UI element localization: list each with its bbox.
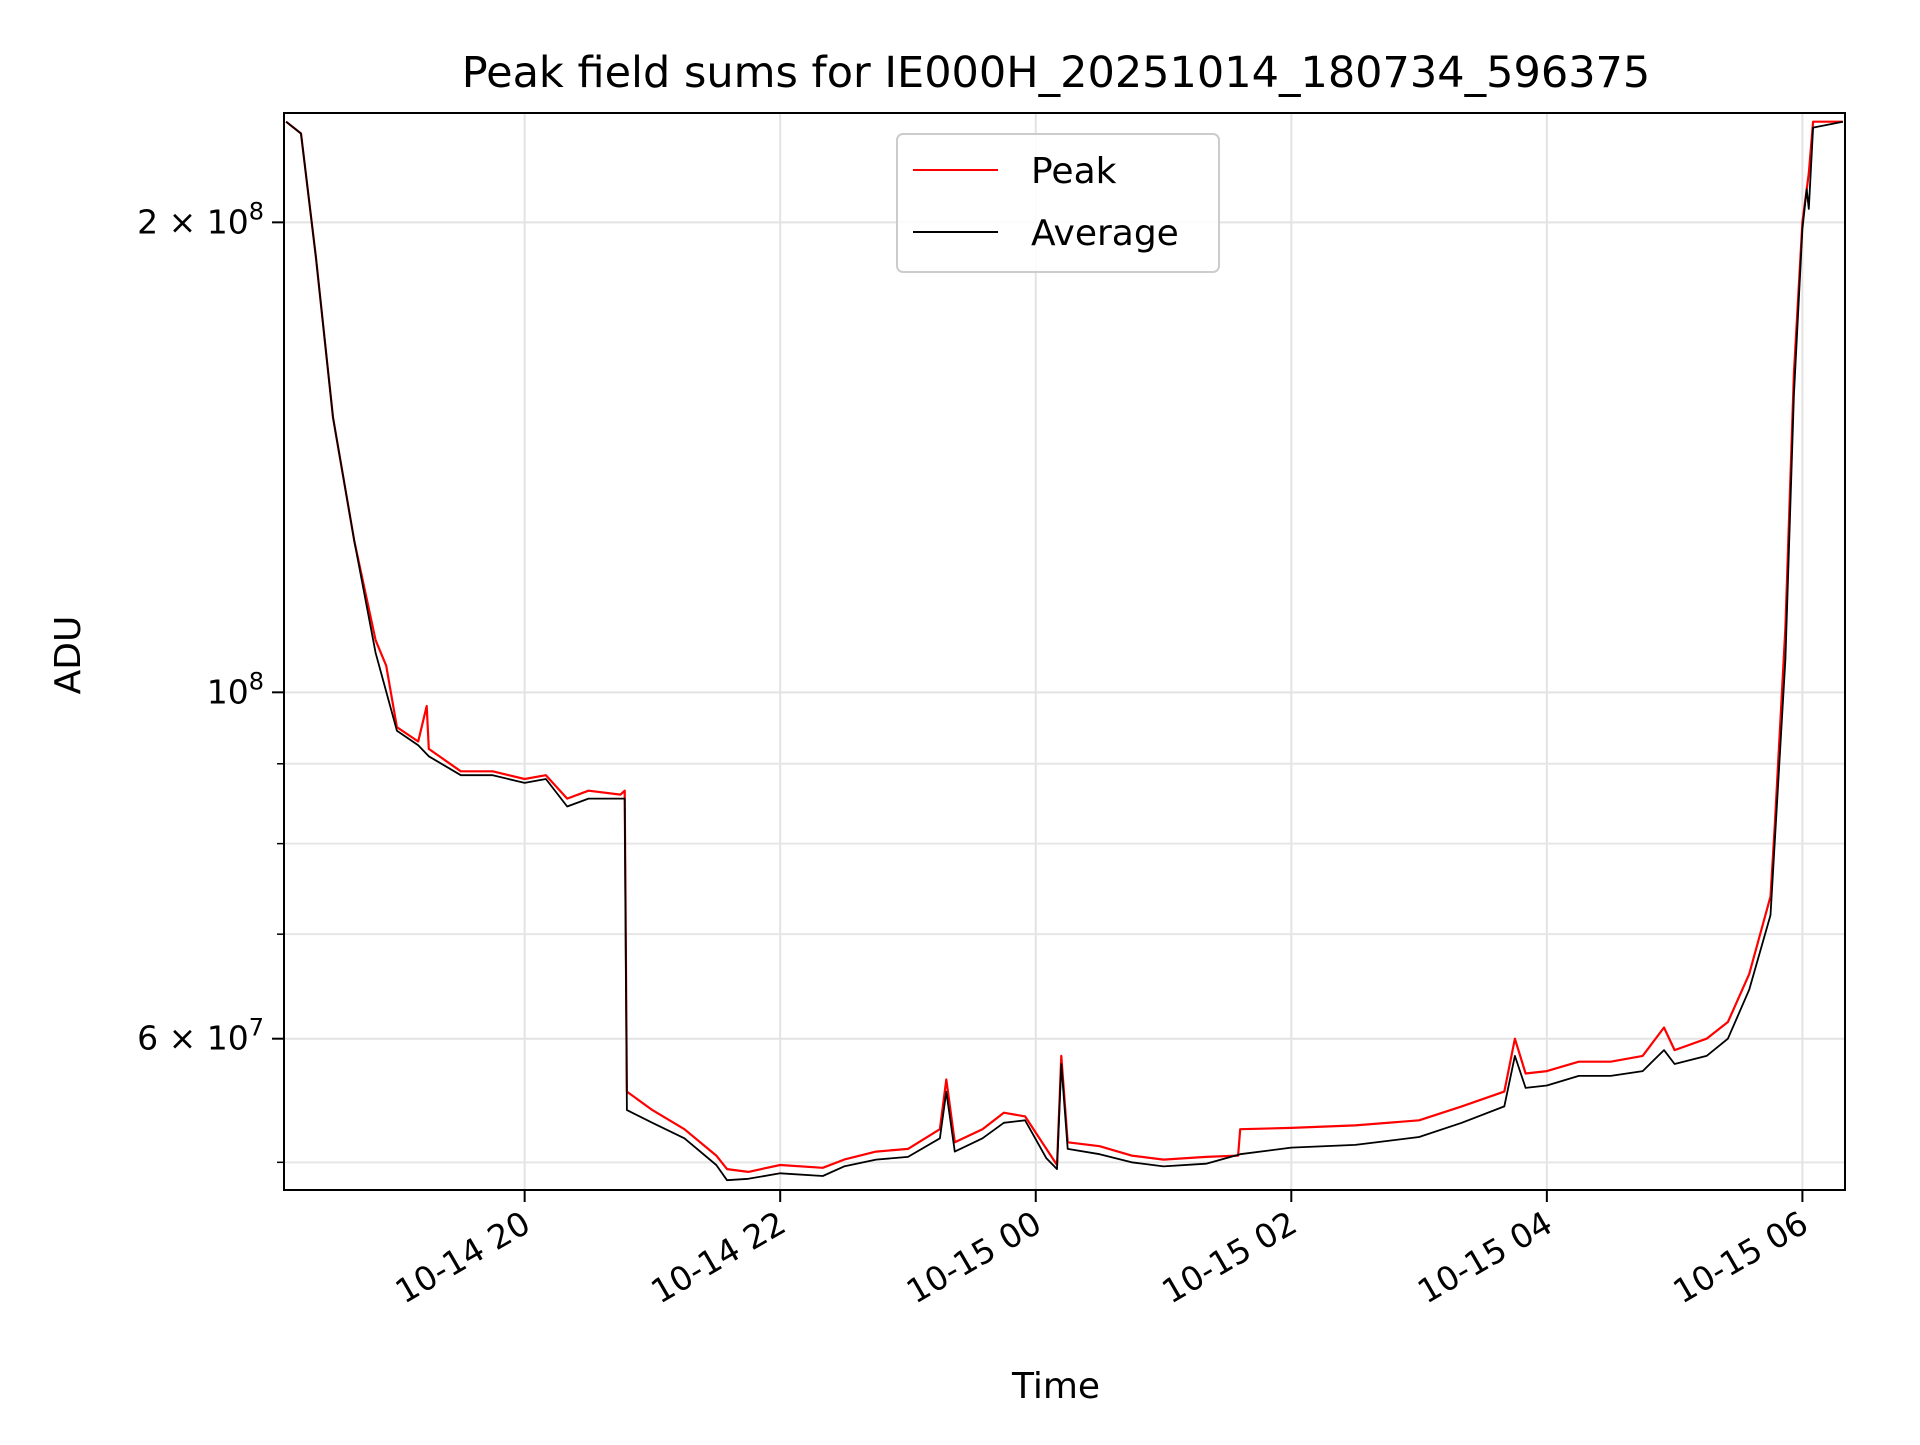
- x-tick-label: 10-14 20: [389, 1203, 537, 1311]
- legend-label-peak: Peak: [1031, 151, 1117, 192]
- legend-label-average: Average: [1031, 213, 1179, 254]
- x-tick-label: 10-15 00: [900, 1203, 1048, 1311]
- series-line-peak: [285, 120, 1843, 1174]
- y-tick-label: 108: [207, 667, 264, 711]
- y-axis-label: ADU: [48, 616, 89, 695]
- y-tick-label: 2 × 108: [137, 197, 264, 241]
- chart-title: Peak field sums for IE000H_20251014_1807…: [462, 48, 1651, 98]
- y-tick-label: 6 × 107: [137, 1014, 264, 1058]
- legend: Peak Average: [896, 133, 1220, 273]
- x-tick-label: 10-15 06: [1666, 1203, 1814, 1311]
- x-tick-label: 10-15 02: [1155, 1203, 1303, 1311]
- legend-box: [896, 133, 1220, 273]
- plot-frame: [283, 112, 1846, 1191]
- series-line-average: [285, 120, 1844, 1182]
- series-layer: [285, 120, 1844, 1182]
- x-tick-label: 10-15 04: [1411, 1203, 1559, 1311]
- x-tick-label: 10-14 22: [644, 1203, 792, 1311]
- grid-layer: [284, 113, 1845, 1190]
- x-axis-label: Time: [1011, 1366, 1100, 1407]
- tick-layer: 10-14 20 10-14 22 10-15 00 10-15 02 10-15 04…: [137, 197, 1814, 1311]
